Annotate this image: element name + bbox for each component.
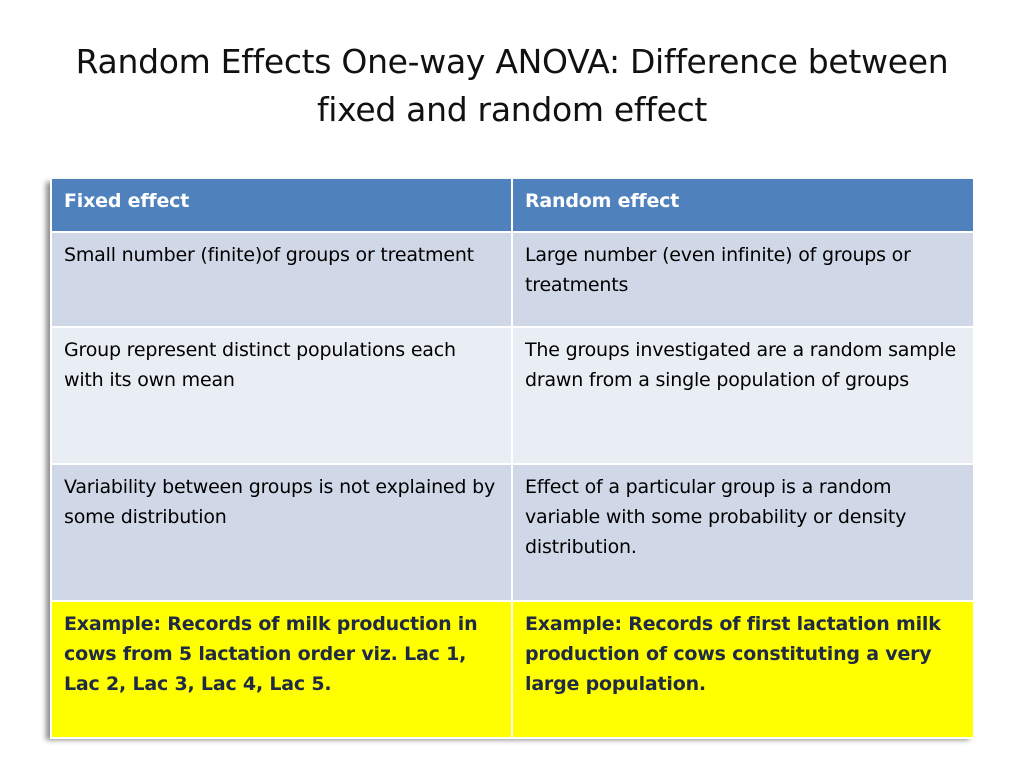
slide-title: Random Effects One-way ANOVA: Difference…	[40, 38, 984, 134]
slide-title-line-1: Random Effects One-way ANOVA: Difference…	[75, 42, 949, 81]
slide-title-line-2: fixed and random effect	[316, 90, 708, 129]
table-row: Group represent distinct populations eac…	[50, 326, 975, 465]
table-cell-fixed: Small number (finite)of groups or treatm…	[50, 231, 513, 328]
table-header-row: Fixed effect Random effect	[50, 179, 975, 233]
header-random-effect: Random effect	[511, 179, 975, 233]
table-row-example: Example: Records of milk production in c…	[50, 600, 975, 739]
example-cell-fixed: Example: Records of milk production in c…	[50, 600, 513, 739]
table-cell-fixed: Group represent distinct populations eac…	[50, 326, 513, 465]
comparison-table: Fixed effect Random effect Small number …	[50, 179, 975, 739]
table-row: Small number (finite)of groups or treatm…	[50, 231, 975, 328]
table-cell-random: Large number (even infinite) of groups o…	[511, 231, 975, 328]
comparison-table-container: Fixed effect Random effect Small number …	[50, 179, 975, 739]
table-cell-fixed: Variability between groups is not explai…	[50, 463, 513, 602]
example-cell-random: Example: Records of first lactation milk…	[511, 600, 975, 739]
table-cell-random: Effect of a particular group is a random…	[511, 463, 975, 602]
table-cell-random: The groups investigated are a random sam…	[511, 326, 975, 465]
header-fixed-effect: Fixed effect	[50, 179, 513, 233]
table-row: Variability between groups is not explai…	[50, 463, 975, 602]
